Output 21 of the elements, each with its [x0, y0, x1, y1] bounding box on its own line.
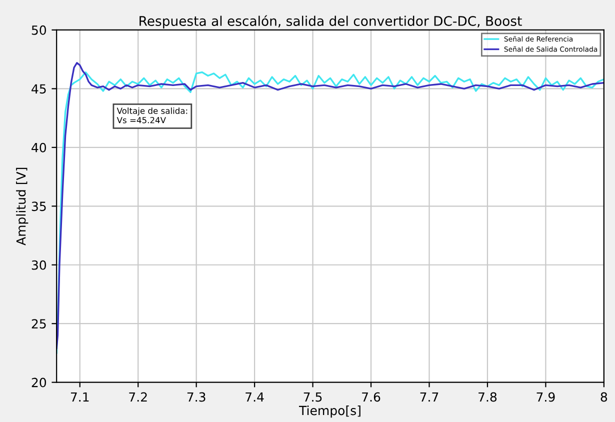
y-tick-label: 25 — [32, 319, 46, 329]
y-tick-label: 30 — [32, 260, 46, 270]
x-tick-label: 7.1 — [70, 392, 89, 402]
y-tick-label: 45 — [32, 84, 46, 94]
x-tick-label: 8 — [600, 392, 608, 402]
annotation: Voltaje de salida: Vs =45.24V — [116, 107, 188, 124]
y-tick-label: 50 — [32, 25, 46, 35]
x-tick-label: 7.3 — [187, 392, 206, 402]
x-tick-label: 7.5 — [304, 392, 322, 402]
y-axis-title: Amplitud [V] — [16, 168, 28, 246]
x-axis-title: Tiempo[s] — [299, 406, 360, 418]
x-tick-label: 7.6 — [362, 392, 380, 402]
x-tick-label: 7.4 — [246, 392, 264, 402]
y-tick-label: 35 — [32, 202, 46, 212]
x-tick-label: 7.2 — [129, 392, 147, 402]
x-tick-label: 7.7 — [420, 392, 438, 402]
y-tick-label: 20 — [32, 378, 46, 388]
y-tick-label: 40 — [32, 142, 46, 152]
chart-title: Respuesta al escalón, salida del convertidor DC-DC, Boost — [140, 15, 522, 29]
x-tick-label: 7.9 — [536, 392, 555, 402]
x-tick-label: 7.8 — [478, 392, 497, 402]
